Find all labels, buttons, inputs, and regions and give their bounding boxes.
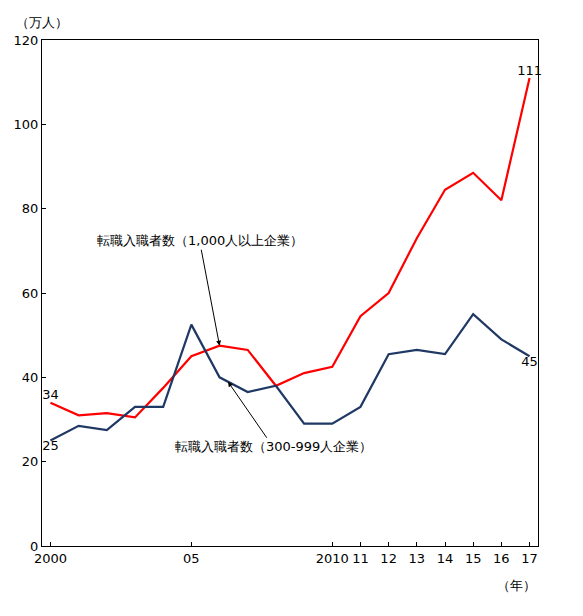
svg-text:（年）: （年）	[497, 578, 536, 593]
svg-text:13: 13	[409, 551, 426, 566]
svg-text:120: 120	[14, 33, 39, 48]
svg-text:16: 16	[493, 551, 510, 566]
svg-text:（万人）: （万人）	[16, 15, 68, 30]
svg-text:60: 60	[22, 286, 39, 301]
svg-text:17: 17	[521, 551, 538, 566]
svg-text:111: 111	[517, 63, 542, 78]
svg-text:45: 45	[521, 354, 538, 369]
svg-text:40: 40	[22, 370, 39, 385]
svg-text:100: 100	[14, 117, 39, 132]
svg-text:2000: 2000	[34, 551, 67, 566]
svg-text:11: 11	[352, 551, 369, 566]
svg-text:80: 80	[22, 201, 39, 216]
svg-text:20: 20	[22, 454, 39, 469]
svg-text:転職入職者数（300-999人企業）: 転職入職者数（300-999人企業）	[175, 439, 372, 454]
svg-text:05: 05	[183, 551, 200, 566]
svg-text:2010: 2010	[316, 551, 349, 566]
svg-text:14: 14	[437, 551, 454, 566]
svg-text:34: 34	[42, 387, 59, 402]
svg-text:転職入職者数（1,000人以上企業）: 転職入職者数（1,000人以上企業）	[97, 233, 303, 248]
svg-text:15: 15	[465, 551, 482, 566]
svg-text:0: 0	[30, 539, 38, 554]
svg-text:12: 12	[380, 551, 397, 566]
svg-text:25: 25	[42, 438, 59, 453]
